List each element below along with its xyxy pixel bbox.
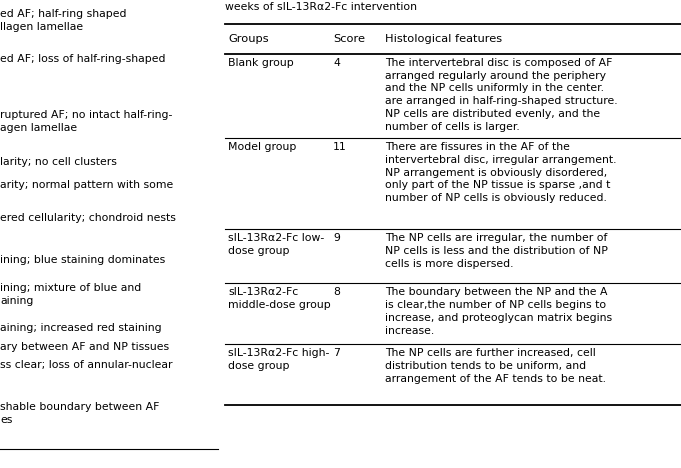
Text: ered cellularity; chondroid nests: ered cellularity; chondroid nests bbox=[0, 213, 176, 223]
Text: Model group: Model group bbox=[228, 142, 296, 152]
Text: arity; normal pattern with some: arity; normal pattern with some bbox=[0, 180, 173, 190]
Text: shable boundary between AF
es: shable boundary between AF es bbox=[0, 402, 159, 425]
Text: 9: 9 bbox=[333, 234, 340, 243]
Text: sIL-13Rα2-Fc
middle-dose group: sIL-13Rα2-Fc middle-dose group bbox=[228, 287, 331, 310]
Text: Histological features: Histological features bbox=[385, 34, 502, 44]
Text: The intervertebral disc is composed of AF
arranged regularly around the peripher: The intervertebral disc is composed of A… bbox=[385, 58, 618, 132]
Text: Blank group: Blank group bbox=[228, 58, 294, 68]
Text: ining; blue staining dominates: ining; blue staining dominates bbox=[0, 255, 165, 265]
Text: Score: Score bbox=[333, 34, 365, 44]
Text: sIL-13Rα2-Fc low-
dose group: sIL-13Rα2-Fc low- dose group bbox=[228, 234, 324, 256]
Text: ed AF; loss of half-ring-shaped: ed AF; loss of half-ring-shaped bbox=[0, 54, 165, 64]
Text: 7: 7 bbox=[333, 348, 340, 358]
Text: The NP cells are further increased, cell
distribution tends to be uniform, and
a: The NP cells are further increased, cell… bbox=[385, 348, 606, 384]
Text: 8: 8 bbox=[333, 287, 340, 297]
Text: aining; increased red staining: aining; increased red staining bbox=[0, 323, 161, 333]
Text: ining; mixture of blue and
aining: ining; mixture of blue and aining bbox=[0, 283, 141, 306]
Text: The NP cells are irregular, the number of
NP cells is less and the distribution : The NP cells are irregular, the number o… bbox=[385, 234, 608, 269]
Text: Groups: Groups bbox=[228, 34, 268, 44]
Text: larity; no cell clusters: larity; no cell clusters bbox=[0, 157, 117, 167]
Text: ss clear; loss of annular-nuclear: ss clear; loss of annular-nuclear bbox=[0, 360, 172, 370]
Text: The boundary between the NP and the A
is clear,the number of NP cells begins to
: The boundary between the NP and the A is… bbox=[385, 287, 612, 336]
Text: sIL-13Rα2-Fc high-
dose group: sIL-13Rα2-Fc high- dose group bbox=[228, 348, 330, 371]
Text: 4: 4 bbox=[333, 58, 340, 68]
Text: ary between AF and NP tissues: ary between AF and NP tissues bbox=[0, 342, 169, 351]
Text: 11: 11 bbox=[333, 142, 347, 152]
Text: ed AF; half-ring shaped
llagen lamellae: ed AF; half-ring shaped llagen lamellae bbox=[0, 9, 127, 32]
Text: ruptured AF; no intact half-ring-
agen lamellae: ruptured AF; no intact half-ring- agen l… bbox=[0, 110, 172, 133]
Text: There are fissures in the AF of the
intervertebral disc, irregular arrangement.
: There are fissures in the AF of the inte… bbox=[385, 142, 616, 203]
Text: weeks of sIL-13Rα2-Fc intervention: weeks of sIL-13Rα2-Fc intervention bbox=[225, 2, 417, 12]
